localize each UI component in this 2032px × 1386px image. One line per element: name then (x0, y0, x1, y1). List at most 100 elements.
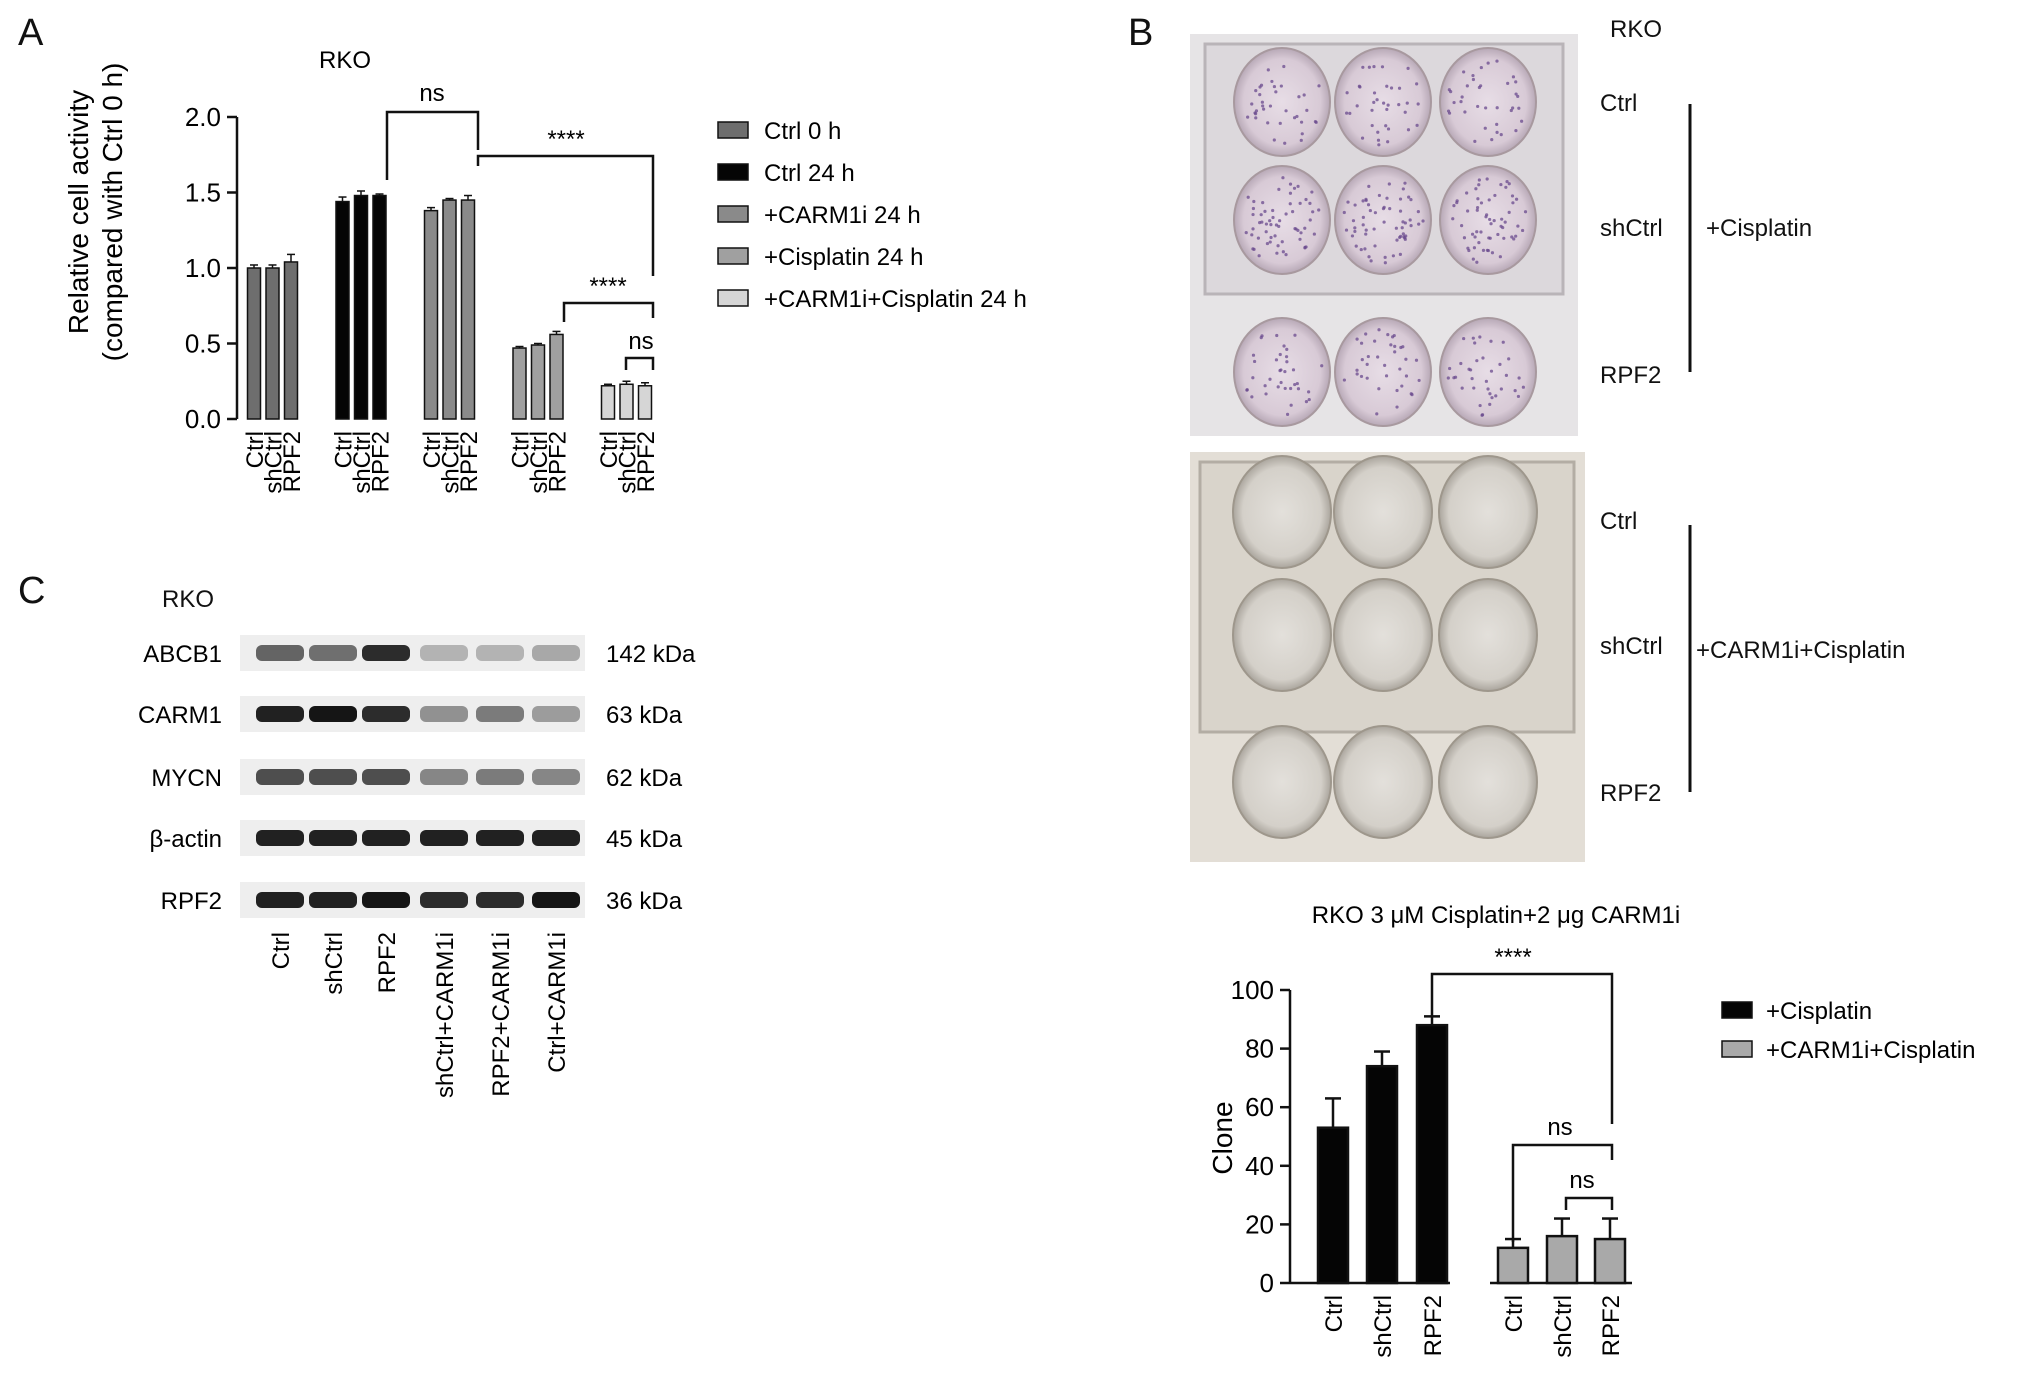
colony-dot (1499, 182, 1503, 187)
colony-dot (1383, 255, 1387, 259)
panel-b-plate-images (1190, 34, 1692, 862)
chart-a-x-tick-label: shCtrl (261, 431, 288, 494)
colony-dot (1510, 235, 1514, 239)
colony-dot (1251, 353, 1256, 357)
colony-dot (1359, 374, 1364, 379)
colony-dot (1397, 103, 1401, 107)
colony-dot (1480, 413, 1484, 417)
colony-dot (1486, 248, 1490, 253)
colony-dot (1384, 124, 1388, 128)
colony-dot (1452, 100, 1456, 105)
colony-dot (1264, 230, 1268, 234)
sig-label-b1: **** (1494, 944, 1531, 971)
colony-dot (1510, 194, 1515, 198)
colony-dot (1310, 190, 1314, 194)
colony-dot (1282, 344, 1286, 348)
colony-dot (1485, 213, 1489, 217)
colony-dot (1490, 138, 1494, 142)
colony-dot (1360, 136, 1365, 140)
colony-dot (1299, 231, 1303, 235)
colony-dot (1504, 373, 1509, 377)
colony-dot (1447, 88, 1451, 92)
colony-dot (1490, 251, 1495, 255)
chart-b-bar (1545, 1234, 1579, 1285)
colony-dot (1266, 68, 1270, 72)
colony-dot (1258, 93, 1262, 97)
blot-protein-label: CARM1 (138, 702, 222, 729)
colony-dot (1377, 328, 1381, 332)
blot-band (532, 706, 580, 722)
colony-dot (1365, 362, 1369, 366)
chart-a-y-tick-label: 1.5 (185, 178, 221, 208)
colony-dot (1376, 355, 1380, 359)
colony-dot (1463, 110, 1467, 114)
colony-dot (1372, 100, 1376, 104)
colony-dot (1368, 208, 1372, 213)
chart-a-ylabel-line1: Relative cell activity (63, 90, 94, 334)
plate-top-row-ctrl: Ctrl (1600, 90, 1638, 117)
colony-dot (1288, 191, 1293, 195)
colony-dot (1289, 386, 1293, 391)
colony-dot (1481, 356, 1485, 360)
colony-dot (1416, 102, 1420, 106)
colony-dot (1400, 226, 1404, 230)
colony-dot (1372, 227, 1376, 231)
colony-dot (1275, 333, 1279, 338)
colony-dot (1369, 259, 1373, 263)
colony-dot (1268, 240, 1272, 244)
colony-dot (1355, 337, 1359, 341)
blot-band (420, 769, 468, 785)
colony-dot (1514, 197, 1519, 201)
blot-band (476, 706, 524, 722)
colony-dot (1270, 79, 1274, 84)
chart-b-bar (1316, 1126, 1350, 1285)
colony-dot (1314, 120, 1318, 124)
colony-dot (1296, 184, 1300, 188)
colony-dot (1514, 80, 1518, 84)
colony-dot (1483, 126, 1487, 130)
colony-dot (1507, 182, 1511, 186)
sig-bracket-a3 (562, 301, 655, 322)
colony-dot (1351, 219, 1356, 223)
colony-dot (1364, 332, 1368, 336)
colony-dot (1291, 368, 1296, 372)
colony-dot (1401, 232, 1405, 236)
colony-dot (1476, 104, 1480, 109)
blot-lane-label: RPF2 (374, 932, 401, 993)
chart-a-x-tick-label: Ctrl (419, 431, 446, 468)
blot-band (362, 645, 410, 661)
colony-dot (1499, 387, 1503, 391)
colony-dot (1499, 133, 1503, 137)
colony-dot (1382, 220, 1386, 224)
colony-dot (1367, 65, 1371, 69)
chart-b-y-tick-label: 0 (1260, 1268, 1274, 1298)
chart-b-bar (1593, 1237, 1627, 1285)
colony-dot (1342, 378, 1346, 382)
colony-dot (1289, 403, 1293, 407)
colony-dot (1475, 260, 1479, 264)
plate-well (1334, 165, 1432, 275)
sig-label-a1: ns (419, 80, 444, 107)
colony-dot (1296, 228, 1300, 232)
colony-dot (1465, 191, 1469, 195)
blot-band (309, 892, 357, 908)
colony-dot (1446, 109, 1451, 113)
colony-dot (1367, 255, 1371, 259)
colony-dot (1246, 115, 1250, 119)
plate-well (1439, 165, 1537, 275)
colony-dot (1307, 397, 1311, 402)
chart-b-x-tick-label: Ctrl (1321, 1295, 1348, 1332)
colony-dot (1516, 224, 1520, 228)
colony-dot (1366, 203, 1371, 207)
colony-dot (1487, 236, 1491, 240)
colony-dot (1514, 92, 1518, 96)
colony-dot (1384, 374, 1389, 378)
blot-band (309, 706, 357, 722)
colony-dot (1473, 235, 1477, 239)
sig-label-a4: ns (628, 328, 653, 355)
chart-a-legend: Ctrl 0 h Ctrl 24 h +CARM1i 24 h +Cisplatin … (717, 118, 1027, 313)
colony-dot (1303, 226, 1307, 230)
blot-band (476, 830, 524, 846)
colony-dot (1288, 182, 1293, 186)
